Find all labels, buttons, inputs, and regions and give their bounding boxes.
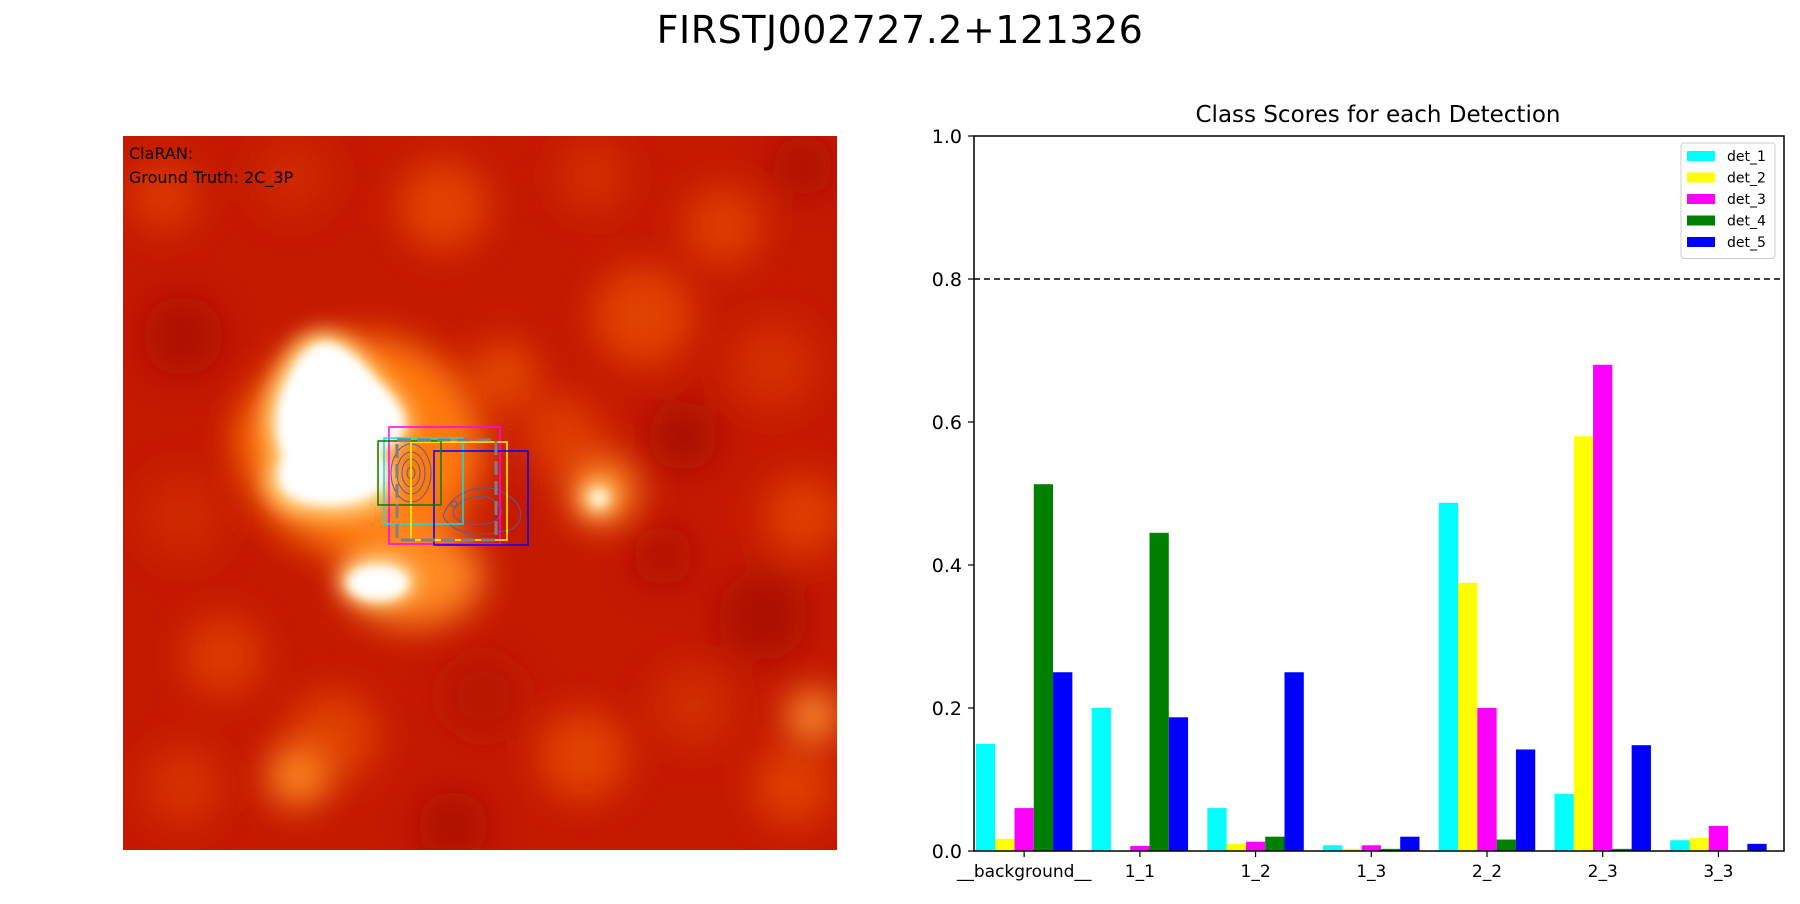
box-cyan <box>383 437 464 525</box>
x-tick-label: 2_2 <box>1472 862 1502 882</box>
x-tick-label: 2_3 <box>1588 862 1618 882</box>
bar-det_5-1_2 <box>1284 672 1304 851</box>
y-tick-label: 0.6 <box>932 412 962 434</box>
bar-det_4-1_1 <box>1149 532 1169 851</box>
y-tick-label: 0.8 <box>932 269 962 291</box>
legend-box <box>1680 142 1776 259</box>
bar-det_3-1_2 <box>1245 841 1266 851</box>
legend-label-det_2: det_2 <box>1727 171 1766 187</box>
chart-title: Class Scores for each Detection <box>1196 102 1561 128</box>
bar-det_1-1_2 <box>1207 808 1227 851</box>
bar-det_3-2_2 <box>1477 708 1497 851</box>
bar-det_4-1_2 <box>1265 836 1285 851</box>
class-scores-chart-panel: Class Scores for each Detection 0.0 0.2 0.… <box>860 90 1800 900</box>
legend-label-det_3: det_3 <box>1727 192 1766 208</box>
legend-swatch-det_1 <box>1687 151 1715 161</box>
claran-label: ClaRAN: <box>129 144 193 163</box>
bar-det_2-2_2 <box>1458 582 1478 851</box>
plot-frame <box>973 135 1785 852</box>
bar-det_2-__background__ <box>995 838 1015 851</box>
bar-det_5-2_2 <box>1515 749 1536 851</box>
bar-det_5-__background__ <box>1053 672 1073 851</box>
box-magenta <box>388 426 501 545</box>
legend-label-det_5: det_5 <box>1727 235 1766 251</box>
bar-det_3-1_3 <box>1361 845 1381 851</box>
bar-det_2-1_2 <box>1226 843 1246 851</box>
legend-swatch-det_2 <box>1687 172 1715 183</box>
x-tick-label: 3_3 <box>1703 862 1733 882</box>
bar-det_2-3_3 <box>1689 838 1709 851</box>
bar-det_5-3_3 <box>1747 843 1767 851</box>
bar-det_1-2_3 <box>1554 793 1574 851</box>
radio-image: ClaRAN: Ground Truth: 2C_3P <box>123 136 837 850</box>
bar-det_3-2_3 <box>1593 364 1613 851</box>
bar-det_3-3_3 <box>1708 825 1729 851</box>
box-blue <box>433 450 529 546</box>
bar-det_1-__background__ <box>975 743 996 851</box>
x-tick-label: 1_3 <box>1356 862 1386 882</box>
bar-det_4-2_3 <box>1612 848 1632 851</box>
y-tick-label: 0.2 <box>932 698 962 720</box>
bar-det_1-2_2 <box>1438 502 1459 851</box>
radio-image-panel: ClaRAN: Ground Truth: 2C_3P <box>123 136 837 850</box>
bar-det_1-1_3 <box>1323 845 1343 851</box>
figure-title: FIRSTJ002727.2+121326 <box>656 8 1144 52</box>
box-groundtruth <box>395 438 498 542</box>
y-tick-label: 0.0 <box>932 841 962 863</box>
y-tick-label: 0.4 <box>932 555 962 577</box>
bar-det_1-1_1 <box>1091 708 1111 851</box>
bar-det_3-1_1 <box>1130 845 1150 851</box>
bar-det_5-1_1 <box>1168 717 1189 851</box>
bar-det_1-3_3 <box>1670 840 1690 851</box>
ground-truth-label: Ground Truth: 2C_3P <box>129 168 294 188</box>
noise-field <box>128 136 837 850</box>
class-scores-chart: Class Scores for each Detection 0.0 0.2 0.… <box>932 102 1785 882</box>
legend-swatch-det_4 <box>1687 215 1715 226</box>
detection-boxes <box>377 426 529 546</box>
bar-det_4-1_3 <box>1380 848 1401 851</box>
legend-label-det_1: det_1 <box>1727 149 1766 165</box>
x-tick-label: 1_2 <box>1241 862 1271 882</box>
bar-det_2-2_3 <box>1573 436 1594 851</box>
bar-det_4-__background__ <box>1033 484 1054 851</box>
bar-det_4-2_2 <box>1496 839 1516 851</box>
legend-label-det_4: det_4 <box>1727 214 1766 230</box>
bar-det_5-1_3 <box>1400 836 1420 851</box>
legend-swatch-det_3 <box>1687 194 1715 204</box>
bar-det_2-1_3 <box>1342 848 1362 851</box>
y-tick-label: 1.0 <box>932 126 962 148</box>
legend-swatch-det_5 <box>1687 237 1715 247</box>
x-tick-label: 1_1 <box>1125 862 1155 882</box>
source-saturated <box>276 342 607 600</box>
bar-det_5-2_3 <box>1631 745 1651 851</box>
box-yellow <box>410 441 508 541</box>
bar-det_3-__background__ <box>1014 808 1034 851</box>
x-tick-label: __background__ <box>956 862 1092 882</box>
